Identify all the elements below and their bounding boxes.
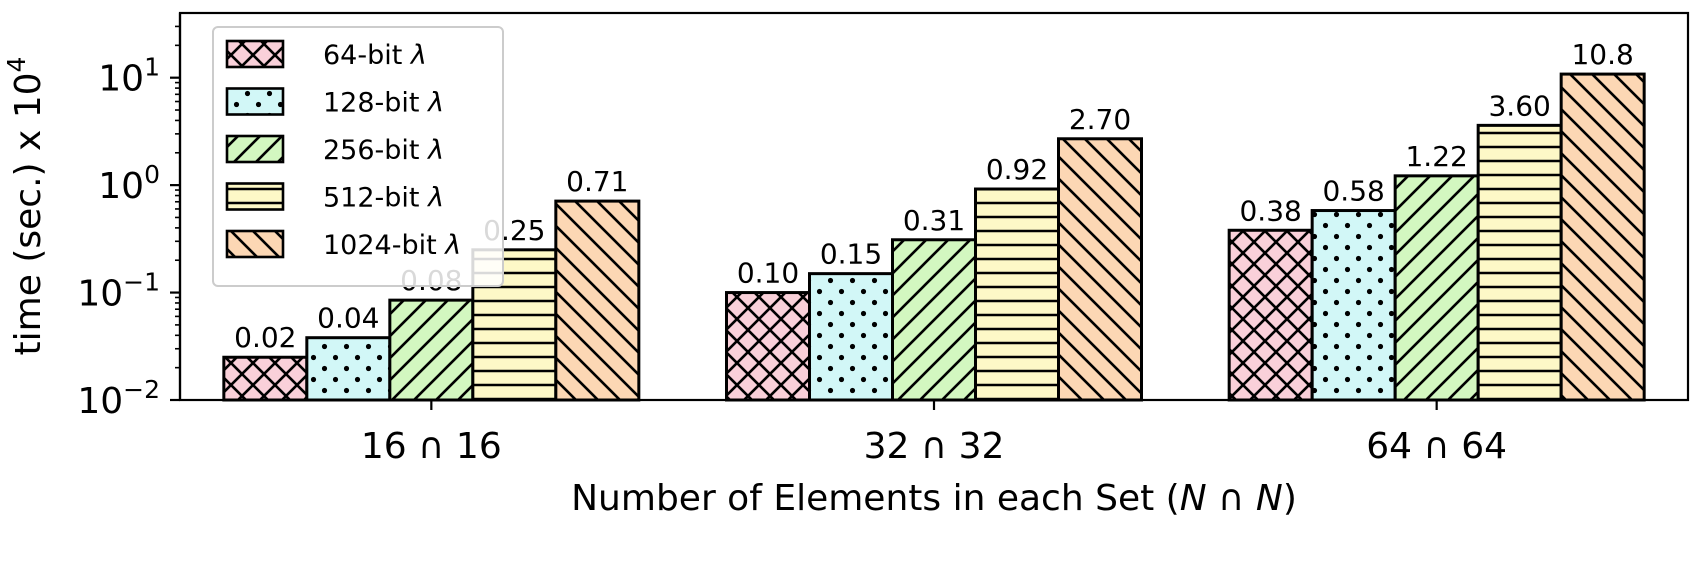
bar-256-bit-16-16 [390, 300, 473, 400]
bar-1024-bit-32-32 [1059, 139, 1142, 400]
bar-128-bit-64-64-hatch [1312, 211, 1395, 400]
y-tick-label: 101 [98, 53, 160, 100]
bar-1024-bit-32-32-hatch [1059, 139, 1142, 400]
bar-128-bit-64-64 [1312, 211, 1395, 400]
bar-label-512-bit-64-64: 3.60 [1488, 89, 1550, 122]
legend-item-64-bit: 64-bit λ [227, 40, 427, 71]
bar-512-bit-64-64-hatch [1478, 125, 1561, 400]
bar-label-1024-bit-64-64: 10.8 [1571, 38, 1633, 71]
legend-label: 256-bit λ [323, 135, 444, 166]
bar-1024-bit-16-16-hatch [556, 201, 639, 400]
bar-label-1024-bit-16-16: 0.71 [566, 165, 628, 198]
bar-256-bit-32-32-hatch [893, 240, 976, 400]
bar-64-bit-64-64-hatch [1229, 230, 1312, 400]
legend-item-1024-bit: 1024-bit λ [227, 230, 461, 261]
legend-label: 128-bit λ [323, 88, 444, 119]
bar-64-bit-16-16-hatch [224, 357, 307, 400]
bar-label-128-bit-32-32: 0.15 [820, 238, 882, 271]
y-tick-label: 100 [98, 160, 160, 207]
bar-label-1024-bit-32-32: 2.70 [1069, 103, 1131, 136]
bar-64-bit-32-32-hatch [727, 293, 810, 400]
bar-label-128-bit-16-16: 0.04 [317, 302, 379, 335]
y-tick-label: 10−1 [77, 268, 160, 315]
bar-64-bit-32-32 [727, 293, 810, 400]
bar-128-bit-32-32-hatch [810, 274, 893, 400]
bar-64-bit-64-64 [1229, 230, 1312, 400]
legend-swatch [227, 231, 283, 257]
bar-1024-bit-64-64 [1561, 74, 1644, 400]
bar-label-256-bit-64-64: 1.22 [1405, 140, 1467, 173]
bar-label-256-bit-32-32: 0.31 [903, 204, 965, 237]
legend-swatch [227, 41, 283, 67]
y-axis-label-exponent: 4 [2, 57, 31, 73]
y-axis: 10−2 10−1 100 101 [77, 13, 180, 422]
x-tick-label-64-64: 64 ∩ 64 [1366, 426, 1507, 467]
legend-swatch [227, 89, 283, 115]
x-tick-label-16-16: 16 ∩ 16 [361, 426, 502, 467]
bar-label-512-bit-32-32: 0.92 [986, 153, 1048, 186]
bar-label-128-bit-64-64: 0.58 [1322, 175, 1384, 208]
y-tick-label: 10−2 [77, 375, 160, 422]
bar-128-bit-16-16-hatch [307, 338, 390, 400]
legend-swatch [227, 184, 283, 210]
y-axis-label: time (sec.) x 104 [2, 57, 49, 356]
bar-256-bit-64-64 [1395, 176, 1478, 400]
legend-swatch [227, 136, 283, 162]
bar-128-bit-32-32 [810, 274, 893, 400]
bar-256-bit-32-32 [893, 240, 976, 400]
bar-label-64-bit-64-64: 0.38 [1239, 194, 1301, 227]
legend: 64-bit λ 128-bit λ 256-bit λ 512-bit λ 1024-… [213, 27, 503, 286]
bar-128-bit-16-16 [307, 338, 390, 400]
legend-item-256-bit: 256-bit λ [227, 135, 444, 166]
x-axis: 16 ∩ 16 32 ∩ 32 64 ∩ 64 [361, 400, 1507, 467]
bar-1024-bit-16-16 [556, 201, 639, 400]
bar-256-bit-16-16-hatch [390, 300, 473, 400]
bar-256-bit-64-64-hatch [1395, 176, 1478, 400]
bar-label-64-bit-32-32: 0.10 [737, 257, 799, 290]
bar-64-bit-16-16 [224, 357, 307, 400]
bar-512-bit-32-32 [976, 189, 1059, 400]
legend-label: 1024-bit λ [323, 230, 461, 261]
legend-item-512-bit: 512-bit λ [227, 183, 444, 214]
bar-label-64-bit-16-16: 0.02 [234, 321, 296, 354]
legend-label: 512-bit λ [323, 183, 444, 214]
legend-label: 64-bit λ [323, 40, 427, 71]
x-tick-label-32-32: 32 ∩ 32 [864, 426, 1005, 467]
bar-512-bit-32-32-hatch [976, 189, 1059, 400]
bar-512-bit-64-64 [1478, 125, 1561, 400]
x-axis-label: Number of Elements in each Set (N ∩ N) [571, 478, 1297, 519]
bar-1024-bit-64-64-hatch [1561, 74, 1644, 400]
legend-item-128-bit: 128-bit λ [227, 88, 444, 119]
